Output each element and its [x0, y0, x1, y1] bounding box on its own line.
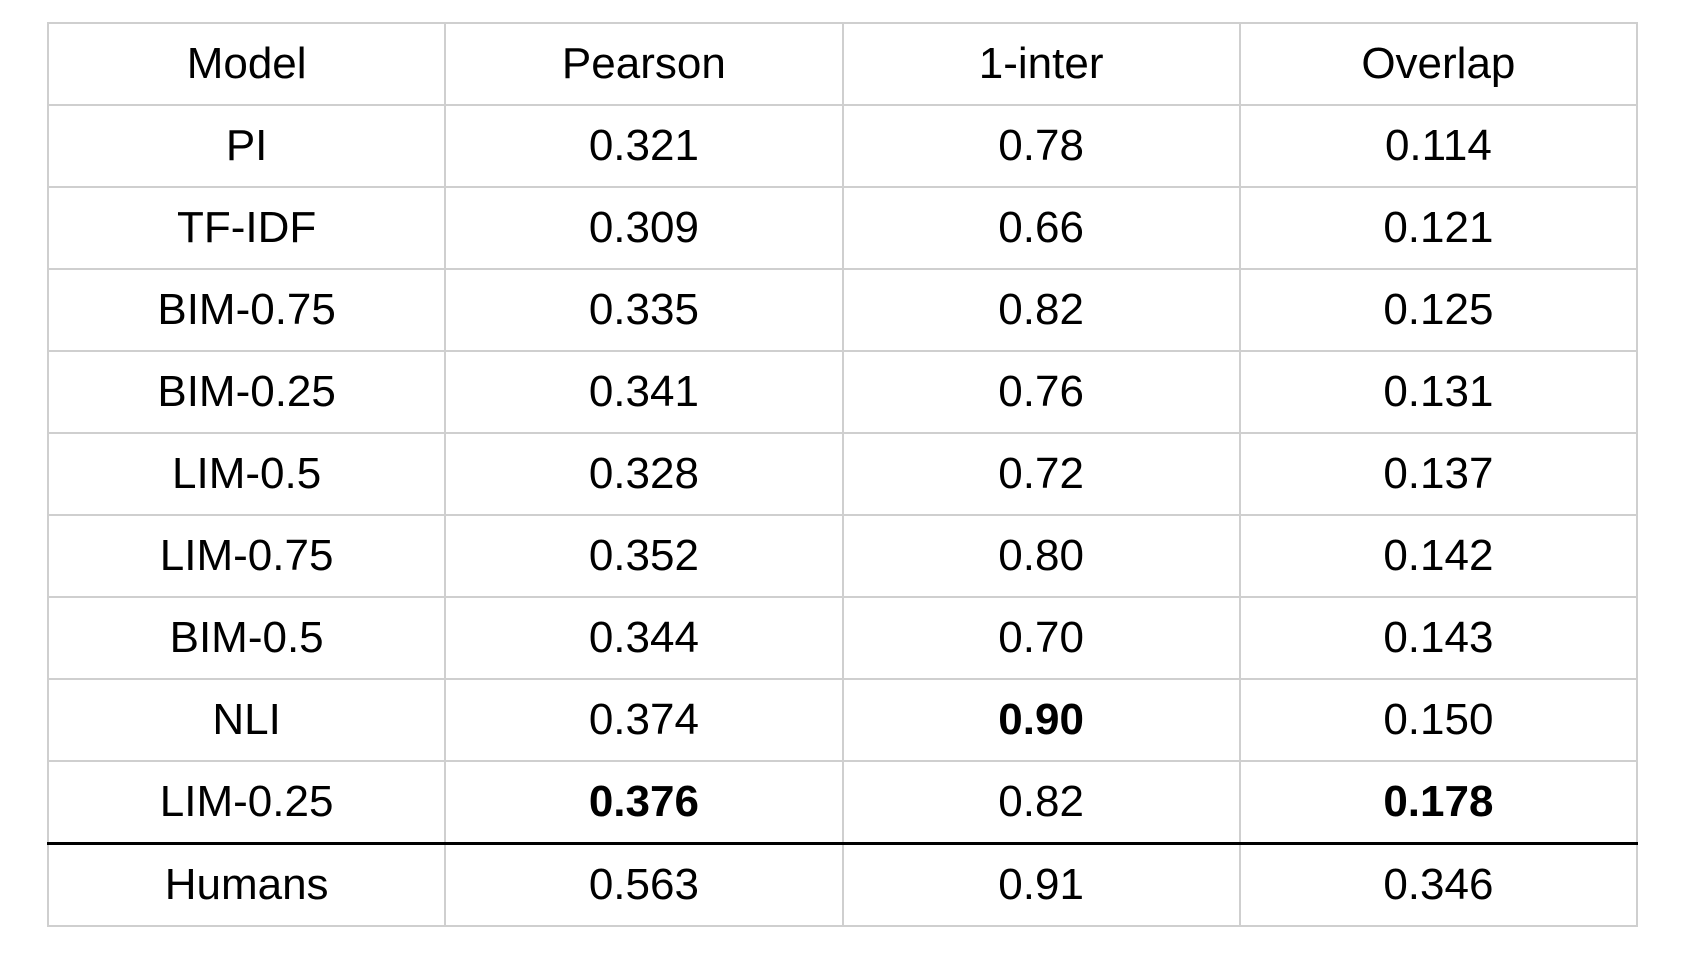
body-cell: 0.178: [1238, 760, 1639, 845]
body-cell: 0.328: [444, 432, 844, 516]
body-cell: BIM-0.25: [46, 350, 447, 434]
body-cell: 0.121: [1238, 186, 1639, 270]
body-cell: PI: [46, 104, 447, 188]
body-cell: 0.82: [841, 268, 1241, 352]
body-cell: 0.76: [841, 350, 1241, 434]
body-row: LIM-0.25 0.376 0.82 0.178: [46, 760, 1639, 845]
body-cell: 0.344: [444, 596, 844, 680]
body-cell: 0.137: [1238, 432, 1639, 516]
body-row: NLI 0.374 0.90 0.150: [46, 678, 1639, 762]
head-cell: 1-inter: [841, 22, 1241, 106]
foot-cell: Humans: [46, 842, 447, 927]
body-cell: 0.125: [1238, 268, 1639, 352]
body-row: LIM-0.75 0.352 0.80 0.142: [46, 514, 1639, 598]
body-cell: 0.341: [444, 350, 844, 434]
body-cell: 0.72: [841, 432, 1241, 516]
body-cell: TF-IDF: [46, 186, 447, 270]
table-body: Model Pearson 1-inter Overlap PI 0.321 0.78 0.1…: [46, 22, 1639, 927]
body-cell: 0.143: [1238, 596, 1639, 680]
body-row: BIM-0.75 0.335 0.82 0.125: [46, 268, 1639, 352]
body-cell: 0.335: [444, 268, 844, 352]
body-cell: 0.114: [1238, 104, 1639, 188]
body-row: PI 0.321 0.78 0.114: [46, 104, 1639, 188]
body-cell: 0.142: [1238, 514, 1639, 598]
foot-cell: 0.91: [841, 842, 1241, 927]
body-row: BIM-0.5 0.344 0.70 0.143: [46, 596, 1639, 680]
body-cell: 0.78: [841, 104, 1241, 188]
body-cell: 0.374: [444, 678, 844, 762]
foot-row: Humans 0.563 0.91 0.346: [46, 842, 1639, 927]
body-cell: 0.309: [444, 186, 844, 270]
head-cell: Overlap: [1238, 22, 1639, 106]
body-cell: 0.376: [444, 760, 844, 845]
body-cell: 0.66: [841, 186, 1241, 270]
foot-cell: 0.563: [444, 842, 844, 927]
body-cell: 0.90: [841, 678, 1241, 762]
body-cell: BIM-0.5: [46, 596, 447, 680]
foot-cell: 0.346: [1238, 842, 1639, 927]
body-row: LIM-0.5 0.328 0.72 0.137: [46, 432, 1639, 516]
body-cell: BIM-0.75: [46, 268, 447, 352]
results-table: Model Pearson 1-inter Overlap PI 0.321 0.78 0.1…: [46, 22, 1639, 927]
body-cell: 0.131: [1238, 350, 1639, 434]
body-cell: 0.352: [444, 514, 844, 598]
body-cell: LIM-0.25: [46, 760, 447, 845]
body-cell: NLI: [46, 678, 447, 762]
body-cell: 0.321: [444, 104, 844, 188]
head-row: Model Pearson 1-inter Overlap: [46, 22, 1639, 106]
body-cell: LIM-0.5: [46, 432, 447, 516]
body-cell: 0.80: [841, 514, 1241, 598]
body-row: TF-IDF 0.309 0.66 0.121: [46, 186, 1639, 270]
body-cell: 0.70: [841, 596, 1241, 680]
body-cell: LIM-0.75: [46, 514, 447, 598]
body-cell: 0.82: [841, 760, 1241, 845]
body-cell: 0.150: [1238, 678, 1639, 762]
head-cell: Model: [46, 22, 447, 106]
body-row: BIM-0.25 0.341 0.76 0.131: [46, 350, 1639, 434]
head-cell: Pearson: [444, 22, 844, 106]
